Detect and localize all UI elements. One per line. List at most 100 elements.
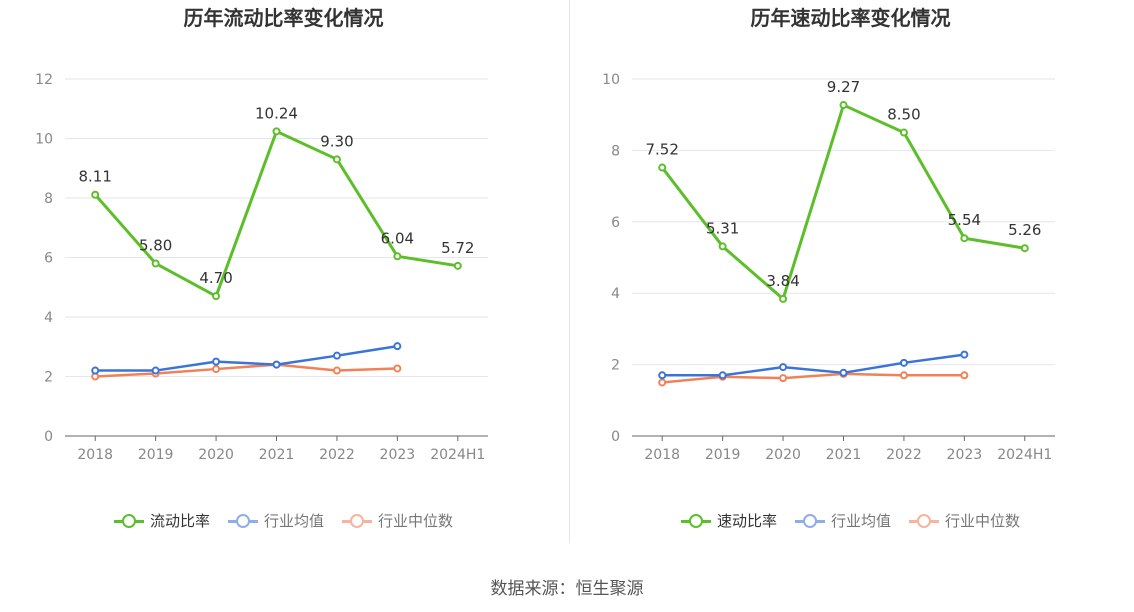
y-tick-label: 4 <box>44 310 53 326</box>
legend-marker-icon <box>680 513 711 528</box>
industry-median-series-point <box>212 365 221 374</box>
y-tick-label: 10 <box>602 72 620 88</box>
y-tick-label: 8 <box>611 143 620 159</box>
data-label: 4.70 <box>199 269 232 287</box>
industry-median-series-point <box>332 366 341 375</box>
x-tick-label: 2023 <box>380 447 416 463</box>
legend-marker-icon <box>909 513 939 528</box>
data-label: 10.24 <box>255 104 298 122</box>
industry-average-series-point <box>393 342 402 351</box>
y-tick-label: 2 <box>611 358 620 374</box>
y-tick-label: 12 <box>35 72 53 88</box>
x-tick-label: 2020 <box>198 447 234 463</box>
industry-median-series-point <box>960 371 969 380</box>
legend-item-industry-median[interactable]: 行业中位数 <box>909 510 1020 531</box>
chart-title: 历年流动比率变化情况 <box>183 6 384 30</box>
legend-marker-icon <box>227 513 258 528</box>
x-tick-label: 2024H1 <box>997 447 1052 463</box>
main-series-point <box>899 128 908 137</box>
data-label: 8.11 <box>79 168 112 186</box>
industry-average-series-point <box>718 371 727 380</box>
legend-item-main[interactable]: 流动比率 <box>113 510 210 531</box>
y-tick-label: 4 <box>611 286 620 302</box>
legend-item-main[interactable]: 速动比率 <box>680 510 777 531</box>
x-tick-label: 2019 <box>138 447 174 463</box>
data-label: 3.84 <box>766 272 799 290</box>
y-tick-label: 0 <box>44 429 53 445</box>
legend-label: 速动比率 <box>716 512 777 530</box>
y-tick-label: 2 <box>44 370 53 386</box>
y-tick-label: 8 <box>44 191 53 207</box>
main-series-point <box>1020 244 1029 253</box>
legend-label: 流动比率 <box>149 512 210 530</box>
data-label: 5.54 <box>948 211 981 229</box>
legend-label: 行业中位数 <box>945 512 1021 530</box>
industry-average-series-point <box>332 351 341 360</box>
x-tick-label: 2021 <box>826 447 862 463</box>
main-series-point <box>453 261 462 270</box>
x-tick-label: 2020 <box>765 447 801 463</box>
industry-average-series-point <box>212 357 221 366</box>
industry-median-series-point <box>899 371 908 380</box>
main-series-point <box>779 294 788 303</box>
industry-average-series-point <box>960 350 969 359</box>
industry-median-series-line <box>662 372 965 384</box>
legend-item-industry-average[interactable]: 行业均值 <box>227 510 324 531</box>
data-label: 9.27 <box>827 78 860 96</box>
industry-average-series-point <box>91 366 100 375</box>
industry-average-series-point <box>272 360 281 369</box>
main-series-point <box>272 127 281 136</box>
data-label: 8.50 <box>887 106 920 124</box>
industry-median-series-point <box>393 364 402 373</box>
legend-label: 行业均值 <box>830 512 891 530</box>
legend-label: 行业中位数 <box>378 512 454 530</box>
x-tick-label: 2019 <box>705 447 741 463</box>
x-tick-label: 2021 <box>259 447 295 463</box>
x-tick-label: 2018 <box>644 447 680 463</box>
current-ratio-panel: 历年流动比率变化情况 0 2 4 6 8 10 12 2018 2019 2020 2021 2022… <box>0 0 567 560</box>
quick-ratio-panel: 历年速动比率变化情况 0 2 4 6 8 10 2018 2019 2020 2021 2022 20… <box>567 0 1134 560</box>
data-label: 7.52 <box>646 141 679 159</box>
main-series-point <box>212 292 221 301</box>
quick-ratio-chart: 0 2 4 6 8 10 2018 2019 2020 2021 2022 2023 2024H1 7.5… <box>602 72 1055 463</box>
main-series-line <box>661 103 1026 301</box>
x-tick-label: 2024H1 <box>430 447 485 463</box>
legend-label: 行业均值 <box>263 512 324 530</box>
x-tick-label: 2022 <box>886 447 922 463</box>
industry-median-series-point <box>658 378 667 387</box>
main-series-point <box>960 234 969 243</box>
y-tick-label: 6 <box>611 215 620 231</box>
industry-average-series-point <box>899 358 908 367</box>
data-label: 6.04 <box>381 229 414 247</box>
main-series-point <box>151 259 160 268</box>
main-series-point <box>718 242 727 251</box>
main-series-point <box>393 252 402 261</box>
main-series-point <box>839 101 848 110</box>
data-label: 5.31 <box>706 219 739 237</box>
industry-average-series-point <box>151 366 160 375</box>
main-series-point <box>658 163 667 172</box>
industry-average-series-line <box>95 344 398 372</box>
legend-marker-icon <box>794 513 825 528</box>
data-label: 5.26 <box>1008 221 1041 239</box>
main-series-point <box>332 155 341 164</box>
x-tick-label: 2023 <box>947 447 983 463</box>
legend-item-industry-median[interactable]: 行业中位数 <box>342 510 453 531</box>
y-tick-label: 0 <box>611 429 620 445</box>
main-series-line <box>94 129 459 298</box>
industry-average-series-point <box>658 371 667 380</box>
data-label: 5.80 <box>139 236 172 254</box>
data-label: 5.72 <box>441 239 474 257</box>
chart-legend: 流动比率 行业均值 行业中位数 <box>0 510 567 531</box>
chart-title: 历年速动比率变化情况 <box>750 6 951 30</box>
legend-item-industry-average[interactable]: 行业均值 <box>794 510 891 531</box>
panel-divider <box>569 0 570 543</box>
x-tick-label: 2018 <box>77 447 113 463</box>
industry-median-series-point <box>779 374 788 383</box>
x-tick-label: 2022 <box>319 447 355 463</box>
industry-average-series-point <box>839 368 848 377</box>
data-label: 9.30 <box>320 132 353 150</box>
current-ratio-chart: 0 2 4 6 8 10 12 2018 2019 2020 2021 2022 2023 2024H1 8… <box>35 72 488 463</box>
industry-average-series-line <box>662 353 965 377</box>
legend-marker-icon <box>342 513 372 528</box>
